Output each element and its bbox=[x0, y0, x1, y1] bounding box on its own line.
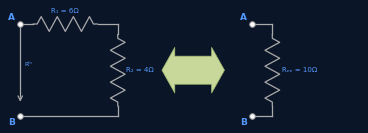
Point bbox=[17, 115, 23, 117]
Text: Rₑₑ = 10Ω: Rₑₑ = 10Ω bbox=[282, 67, 317, 73]
Text: A: A bbox=[240, 13, 247, 22]
Text: R₂ = 4Ω: R₂ = 4Ω bbox=[126, 67, 153, 73]
Text: B: B bbox=[240, 118, 247, 127]
Point bbox=[17, 23, 23, 25]
Point bbox=[249, 115, 255, 117]
Point bbox=[249, 23, 255, 25]
Polygon shape bbox=[162, 47, 224, 93]
Text: Rᴵⁿ: Rᴵⁿ bbox=[24, 62, 32, 67]
Text: R₁ = 6Ω: R₁ = 6Ω bbox=[50, 8, 78, 14]
Text: B: B bbox=[8, 118, 15, 127]
Text: A: A bbox=[8, 13, 15, 22]
